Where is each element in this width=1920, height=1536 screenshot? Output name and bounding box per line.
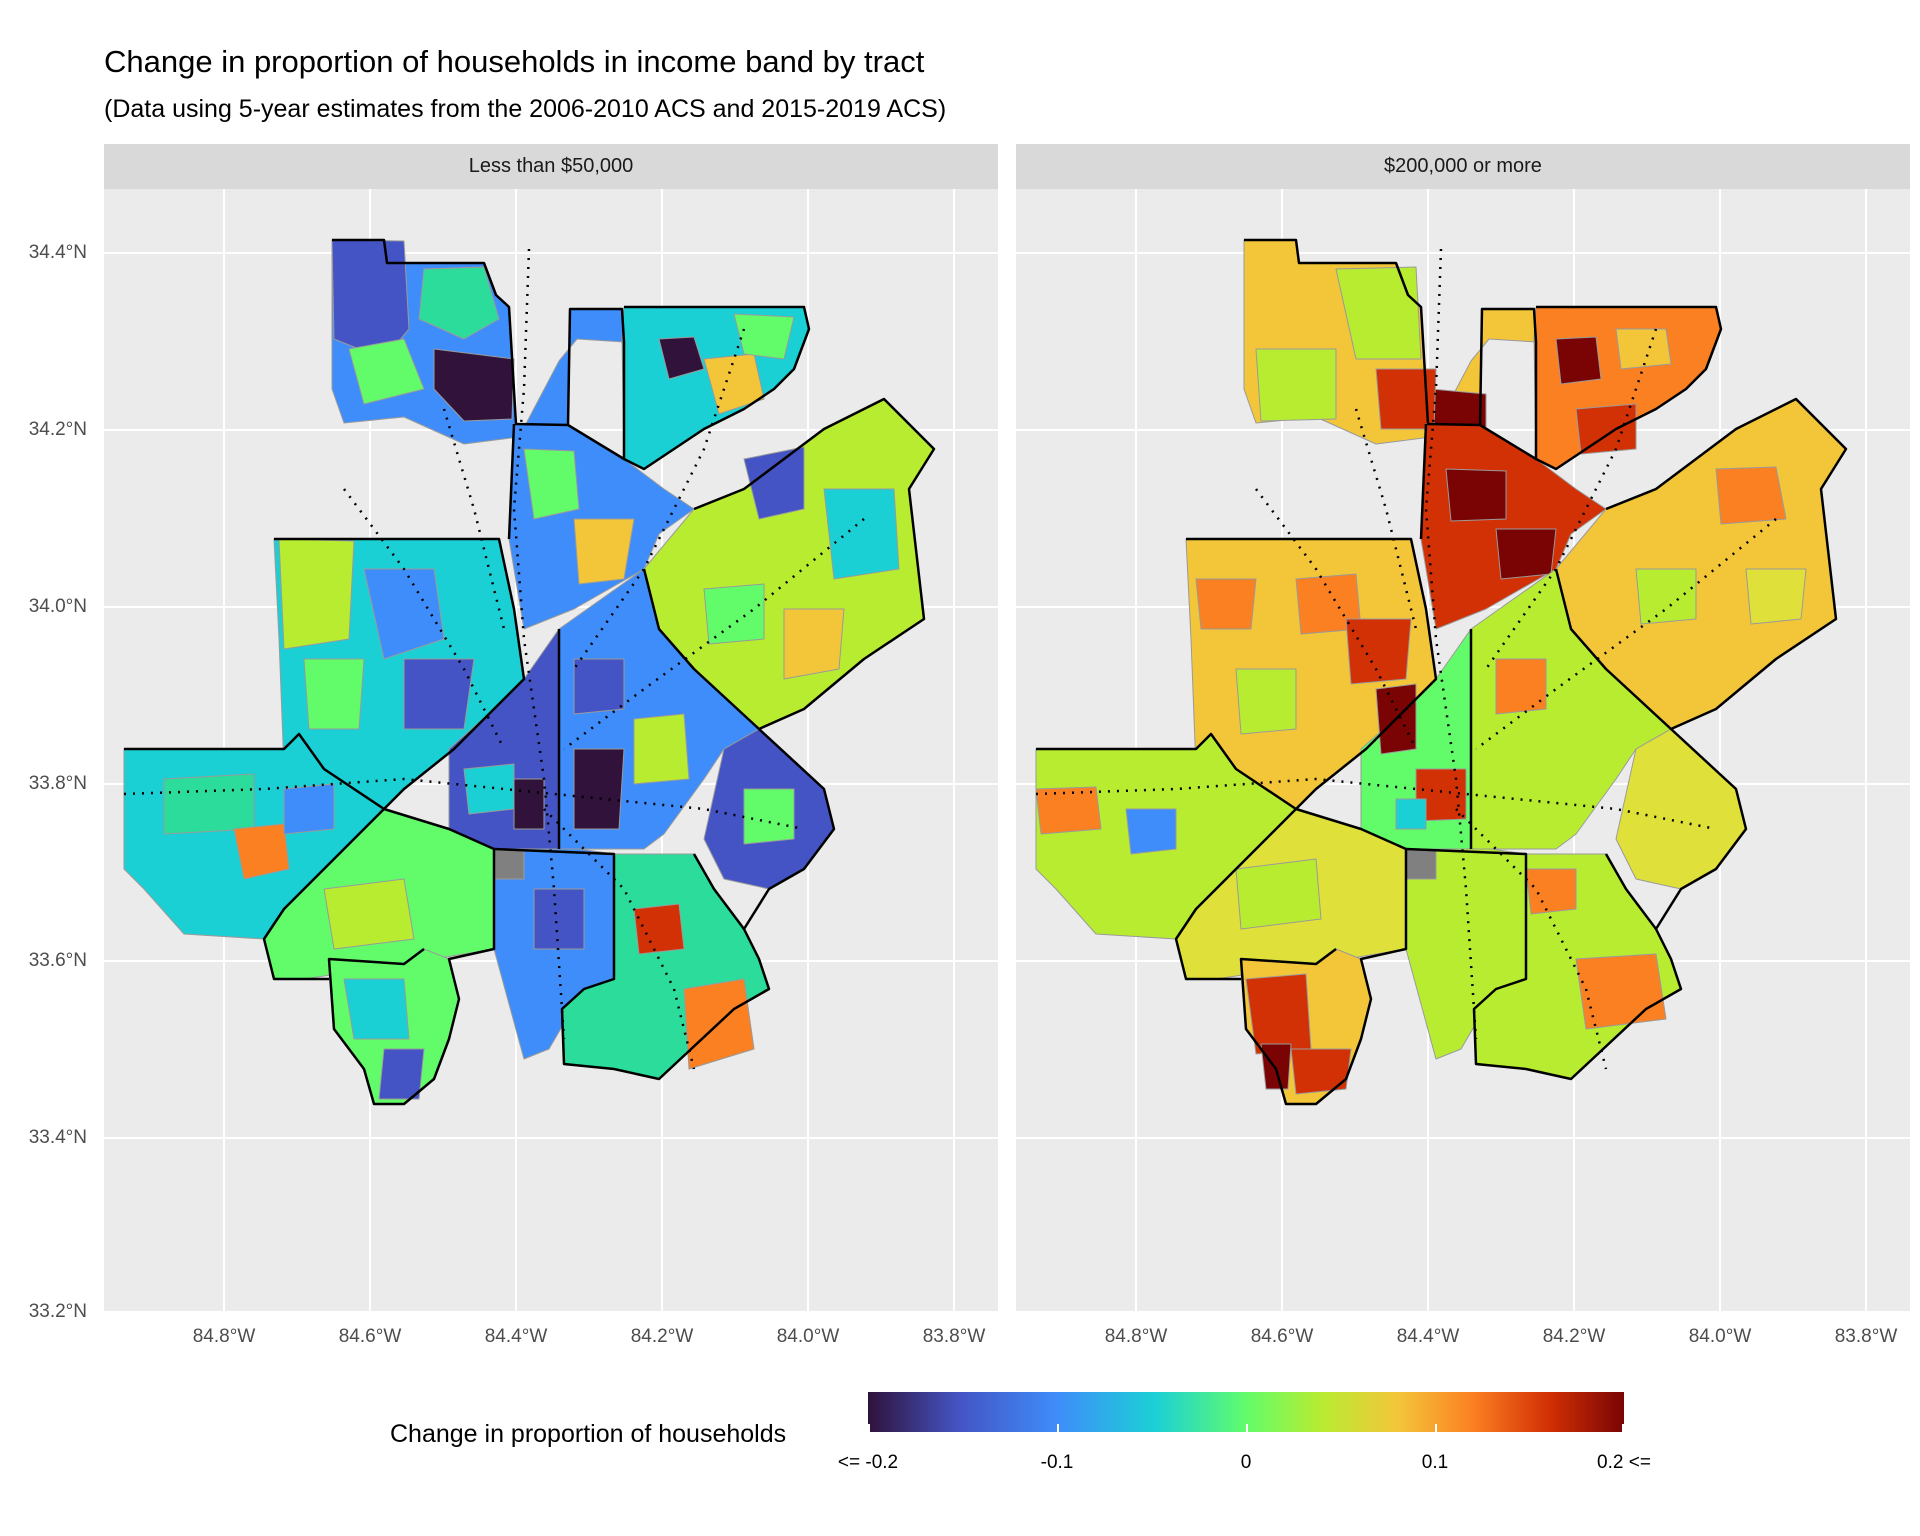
x-tick-label: 84.6°W: [1250, 1326, 1314, 1347]
legend-title: Change in proportion of households: [390, 1420, 787, 1448]
panel-strip-right: $200,000 or more: [1016, 144, 1910, 189]
x-tick-label: 83.8°W: [1834, 1326, 1898, 1347]
x-tick-label: 84.8°W: [192, 1326, 256, 1347]
x-tick-label: 84.2°W: [630, 1326, 694, 1347]
map-less-than-50k: [104, 189, 998, 1312]
x-tick-label: 83.8°W: [922, 1326, 986, 1347]
y-tick-label: 34.2°N: [28, 419, 87, 440]
legend-tick-label: 0: [1240, 1452, 1252, 1473]
x-tick-label: 84.8°W: [1104, 1326, 1168, 1347]
legend-tick-mark: [1622, 1424, 1624, 1432]
legend-tick-label: -0.1: [1040, 1452, 1074, 1473]
legend-tick-mark: [868, 1424, 870, 1432]
legend-tick-label: <= -0.2: [837, 1452, 899, 1473]
y-tick-label: 33.4°N: [28, 1127, 87, 1148]
panel-200k-or-more: $200,000 or more: [1016, 144, 1910, 1312]
legend-tick-mark: [1057, 1424, 1059, 1432]
chart-title: Change in proportion of households in in…: [104, 44, 925, 79]
x-tick-label: 84.0°W: [1688, 1326, 1752, 1347]
panel-less-than-50k: Less than $50,000: [104, 144, 998, 1312]
y-tick-label: 33.6°N: [28, 950, 87, 971]
legend-tick-mark: [1246, 1424, 1248, 1432]
x-tick-label: 84.4°W: [484, 1326, 548, 1347]
x-tick-label: 84.2°W: [1542, 1326, 1606, 1347]
x-tick-label: 84.4°W: [1396, 1326, 1460, 1347]
legend-tick-label: 0.2 <=: [1597, 1452, 1651, 1473]
map-200k-or-more: [1016, 189, 1910, 1312]
legend-tick-label: 0.1: [1421, 1452, 1449, 1473]
y-tick-label: 33.8°N: [28, 773, 87, 794]
chart-subtitle: (Data using 5-year estimates from the 20…: [104, 95, 947, 123]
y-tick-label: 34.4°N: [28, 242, 87, 263]
y-tick-label: 34.0°N: [28, 596, 87, 617]
legend-tick-mark: [1435, 1424, 1437, 1432]
x-tick-label: 84.6°W: [338, 1326, 402, 1347]
x-tick-label: 84.0°W: [776, 1326, 840, 1347]
y-tick-label: 33.2°N: [28, 1301, 87, 1322]
panel-strip-left: Less than $50,000: [104, 144, 998, 189]
